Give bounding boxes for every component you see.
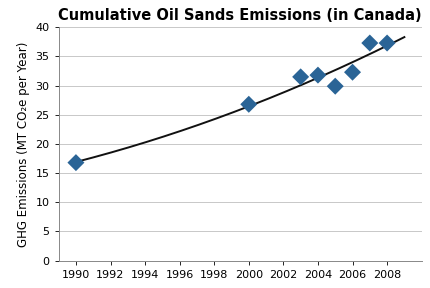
Point: [349, 70, 356, 75]
Point: [73, 160, 80, 165]
Point: [246, 102, 252, 107]
Point: [332, 84, 339, 88]
Point: [297, 75, 304, 79]
Point: [314, 73, 321, 77]
Point: [384, 41, 390, 45]
Y-axis label: GHG Emissions (MT CO₂e per Year): GHG Emissions (MT CO₂e per Year): [17, 41, 30, 247]
Point: [366, 41, 373, 45]
Title: Cumulative Oil Sands Emissions (in Canada): Cumulative Oil Sands Emissions (in Canad…: [58, 8, 422, 23]
